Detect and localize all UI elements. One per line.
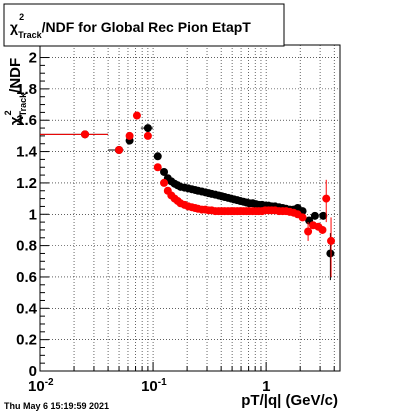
y-tick-label: 1.4 [16,144,38,161]
x-tick-labels: 10-2 10-1 1 [28,377,270,395]
data-point [322,194,331,203]
data-point [143,131,152,140]
y-tick-label: 0.8 [16,238,37,255]
y-tick-label: 0.2 [16,332,37,349]
y-tick-label: 1.2 [16,175,37,192]
series-red [40,111,336,277]
data-point [160,178,169,187]
data-point [132,111,141,120]
data-point [143,124,152,133]
data-point [115,146,124,155]
x-tick-label: 10-1 [141,377,167,395]
data-series [40,111,336,281]
y-tick-label: 1.8 [16,81,37,98]
data-point [327,236,336,245]
data-point [304,227,313,236]
chart-title: χ2 Track/NDF for Global Rec Pion EtapT [10,12,251,40]
y-tick-label: 1.6 [16,112,37,129]
data-point [319,211,328,220]
timestamp: Thu May 6 15:19:59 2021 [4,401,109,411]
data-point [153,163,162,172]
y-tick-label: 0.4 [16,300,38,317]
axis-ticks [39,57,335,372]
data-point [153,152,162,161]
y-tick-label: 1 [29,206,37,223]
x-axis-title: pT/|q| (GeV/c) [241,392,338,409]
x-tick-label: 10-2 [28,377,54,395]
data-point [125,131,134,140]
y-tick-labels: 0 0.2 0.4 0.6 0.8 1 1.2 1.4 1.6 1.8 2 [16,50,38,380]
data-point [160,167,169,176]
y-tick-label: 0.6 [16,269,37,286]
data-point [298,213,307,222]
y-axis-title: χ2 Track/NDF [3,58,28,125]
data-point [318,225,327,234]
data-point [326,249,335,258]
title-box [3,3,285,47]
data-point [80,130,89,139]
y-tick-label: 0 [29,363,37,380]
data-point [310,211,319,220]
x-tick-label: 1 [262,378,270,395]
y-tick-label: 2 [29,50,37,67]
